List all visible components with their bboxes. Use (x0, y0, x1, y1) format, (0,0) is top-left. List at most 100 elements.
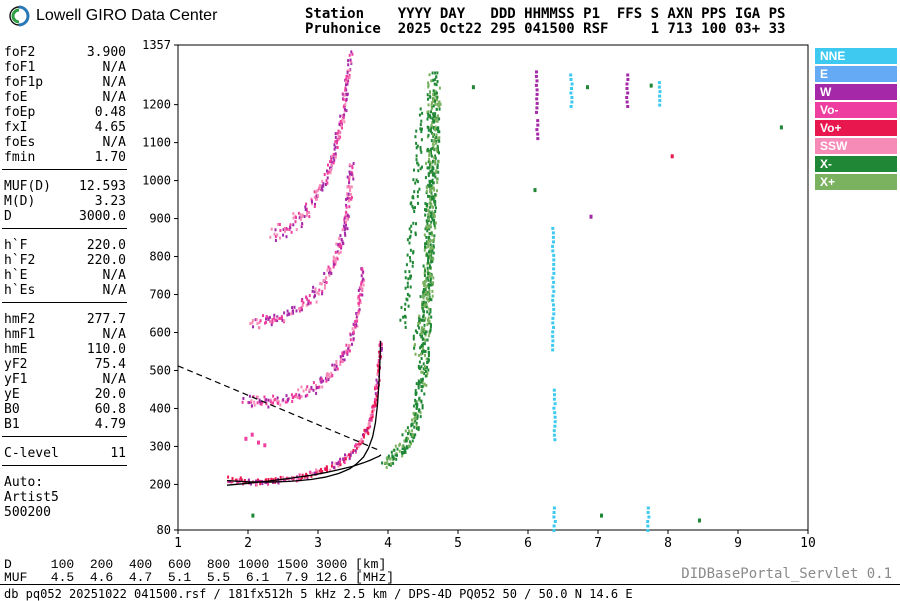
param-label: hmF2 (4, 312, 36, 327)
x-tick-label: 1 (174, 536, 182, 551)
param-artist5: Artist5 (4, 490, 126, 505)
w-vertical-segment (535, 119, 540, 141)
param-label: C-level (4, 446, 59, 461)
param-label: Auto: (4, 475, 44, 490)
legend-item-e: E (815, 66, 897, 82)
param-label: fmin (4, 150, 36, 165)
param-label: 500200 (4, 505, 51, 520)
y-axis: 1357 1200 1100 1000 900 800 700 600 500 400 300 200… (142, 38, 178, 537)
echo-direction-legend: NNE E W Vo- Vo+ SSW X- X+ (815, 48, 897, 192)
x-tick-label: 2 (244, 536, 252, 551)
true-height-profile-line (226, 454, 382, 486)
d-muf-table: D 100 200 400 600 800 1000 1500 3000 [km… (4, 557, 395, 585)
param-value: 75.4 (94, 357, 126, 372)
param-value: N/A (102, 135, 126, 150)
param-label: MUF(D) (4, 179, 51, 194)
param-fof2: foF2 3.900 (4, 45, 126, 60)
x-tick-label: 7 (594, 536, 602, 551)
param-hme: hmE 110.0 (4, 342, 126, 357)
param-label: foEs (4, 135, 36, 150)
y-tick-label: 500 (149, 363, 171, 377)
param-500200: 500200 (4, 505, 126, 520)
param-value: 3000.0 (79, 209, 126, 224)
y-tick-label: 600 (149, 326, 171, 340)
x-tick-label: 5 (454, 536, 462, 551)
param-value: 4.79 (94, 417, 126, 432)
y-tick-label: 1357 (142, 38, 171, 52)
x-tick-label: 9 (734, 536, 742, 551)
param-foes: foEs N/A (4, 135, 126, 150)
param-label: D (4, 209, 12, 224)
param-label: M(D) (4, 194, 36, 209)
param-auto: Auto: (4, 475, 126, 490)
param-value: N/A (102, 372, 126, 387)
param-hmf1: hmF1 N/A (4, 327, 126, 342)
param-separator (2, 228, 127, 229)
param-label: B1 (4, 417, 20, 432)
param-label: hmF1 (4, 327, 36, 342)
w-vertical-segment (534, 70, 539, 114)
param-foe: foE N/A (4, 90, 126, 105)
nne-vertical-segment (551, 226, 556, 352)
legend-item-vo: Vo+ (815, 120, 897, 136)
param-label: foE (4, 90, 28, 105)
echo-trace-f-echo-3rd-hop (249, 162, 355, 330)
param-value: 3.900 (86, 45, 126, 60)
y-tick-label: 700 (149, 288, 171, 302)
param-b0: B0 60.8 (4, 402, 126, 417)
param-he: h`E N/A (4, 268, 126, 283)
legend-item-w: W (815, 84, 897, 100)
param-value: N/A (102, 268, 126, 283)
param-value: 110.0 (86, 342, 126, 357)
y-tick-label: 1100 (142, 136, 171, 150)
param-label: fxI (4, 120, 28, 135)
param-ye: yE 20.0 (4, 387, 126, 402)
echo-trace-x-mode-spread (412, 86, 442, 357)
legend-item-ssw: SSW (815, 138, 897, 154)
y-tick-label: 300 (149, 439, 171, 453)
lowell-giro-logo: Lowell GIRO Data Center (8, 5, 217, 27)
y-tick-label: 80 (157, 523, 171, 537)
param-label: foF1 (4, 60, 36, 75)
y-tick-label: 900 (149, 212, 171, 226)
param-label: foF1p (4, 75, 44, 90)
y-tick-label: 1000 (142, 174, 171, 188)
nne-vertical-segment (569, 73, 574, 108)
param-value: N/A (102, 60, 126, 75)
param-value: 60.8 (94, 402, 126, 417)
x-tick-label: 8 (664, 536, 672, 551)
param-separator (2, 436, 127, 437)
param-label: yE (4, 387, 20, 402)
param-mufd: MUF(D) 12.593 (4, 179, 126, 194)
nne-vertical-segment (552, 388, 557, 442)
x-tick-label: 4 (384, 536, 392, 551)
param-value: 12.593 (79, 179, 126, 194)
param-label: yF2 (4, 357, 28, 372)
param-value: 11 (110, 446, 126, 461)
param-d: D 3000.0 (4, 209, 126, 224)
param-hf: h`F 220.0 (4, 238, 126, 253)
param-value: 277.7 (86, 312, 126, 327)
param-label: h`E (4, 268, 28, 283)
param-label: foEp (4, 105, 36, 120)
legend-item-x: X- (815, 156, 897, 172)
param-value: 4.65 (94, 120, 126, 135)
giro-globe-icon (9, 5, 30, 27)
y-tick-label: 400 (149, 401, 171, 415)
legend-item-vo: Vo- (815, 102, 897, 118)
legend-item-nne: NNE (815, 48, 897, 64)
param-label: yF1 (4, 372, 28, 387)
x-tick-label: 10 (800, 536, 816, 551)
param-value: 220.0 (86, 238, 126, 253)
station-header-line1: Station YYYY DAY DDD HHMMSS P1 FFS S AXN… (305, 6, 786, 22)
param-fof1p: foF1p N/A (4, 75, 126, 90)
param-value: N/A (102, 283, 126, 298)
param-b1: B1 4.79 (4, 417, 126, 432)
parameter-panel: foF2 3.900 foF1 N/A foF1p N/A foE N/A foEp 0.48 fx… (0, 0, 130, 540)
w-vertical-segment (625, 73, 630, 108)
servlet-version: DIDBasePortal_Servlet 0.1 (681, 566, 892, 582)
param-value: 20.0 (94, 387, 126, 402)
param-yf2: yF2 75.4 (4, 357, 126, 372)
param-label: B0 (4, 402, 20, 417)
